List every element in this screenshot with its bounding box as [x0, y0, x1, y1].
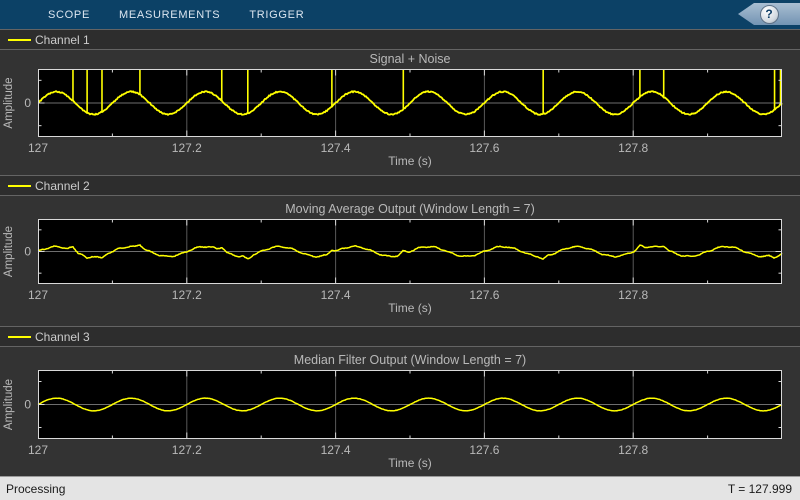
y-axis-label: Amplitude	[3, 379, 15, 430]
x-tick-label: 127.8	[618, 443, 648, 457]
x-tick-label: 127.6	[469, 141, 499, 155]
chart-canvas: Signal + Noise 127 127.2 127.4 127.6 127.8 Tim…	[3, 52, 783, 168]
chart-canvas: Median Filter Output (Window Length = 7)…	[3, 353, 783, 470]
y-axis-label: Amplitude	[3, 226, 15, 277]
tab-scope[interactable]: SCOPE	[48, 8, 91, 21]
legend-line-sample	[8, 184, 31, 187]
legend-channel-3[interactable]: Channel 3	[0, 326, 800, 347]
help-glyph: ?	[765, 7, 773, 21]
plot-median-filter[interactable]: Median Filter Output (Window Length = 7)…	[0, 347, 800, 476]
signal-trace	[37, 397, 783, 412]
plot-title: Moving Average Output (Window Length = 7…	[285, 202, 535, 216]
legend-channel-1[interactable]: Channel 1	[0, 29, 800, 50]
plot-moving-average[interactable]: Moving Average Output (Window Length = 7…	[0, 196, 800, 326]
plot-title: Median Filter Output (Window Length = 7)	[294, 353, 526, 367]
legend-label: Channel 2	[35, 178, 90, 193]
x-tick-label: 127.6	[469, 443, 499, 457]
legend-label: Channel 1	[35, 32, 90, 47]
panel-channel-1: Channel 1 Signal + Noise 127 127.2 127.4 127…	[0, 29, 800, 175]
chart-canvas: Moving Average Output (Window Length = 7…	[3, 202, 783, 315]
legend-line-sample	[8, 335, 31, 338]
legend-channel-2[interactable]: Channel 2	[0, 175, 800, 196]
panel-channel-3: Channel 3 Median Filter Output (Window L…	[0, 326, 800, 476]
tab-measurements[interactable]: MEASUREMENTS	[119, 8, 221, 21]
x-tick-label: 127.2	[172, 141, 202, 155]
legend-label: Channel 3	[35, 329, 90, 344]
toolbar: SCOPE MEASUREMENTS TRIGGER ?	[0, 0, 800, 29]
x-tick-label: 127.4	[321, 141, 351, 155]
legend-line-sample	[8, 38, 31, 41]
signal-trace	[37, 89, 783, 117]
panel-channel-2: Channel 2 Moving Average Output (Window …	[0, 175, 800, 326]
x-tick-label: 127.8	[618, 141, 648, 155]
plot-signal-plus-noise[interactable]: Signal + Noise 127 127.2 127.4 127.6 127.8 Tim…	[0, 50, 800, 175]
status-processing-text: Processing	[6, 481, 66, 496]
x-tick-label: 127	[28, 288, 48, 302]
status-bar: Processing T = 127.999	[0, 476, 800, 500]
help-icon: ?	[759, 4, 779, 24]
x-tick-label: 127.2	[172, 288, 202, 302]
y-tick-label: 0	[24, 245, 31, 259]
plot-title: Signal + Noise	[370, 52, 451, 66]
y-tick-label: 0	[24, 96, 31, 110]
x-tick-label: 127.8	[618, 288, 648, 302]
x-tick-label: 127	[28, 141, 48, 155]
x-axis-label: Time (s)	[388, 154, 432, 168]
x-tick-label: 127.4	[321, 288, 351, 302]
tab-trigger[interactable]: TRIGGER	[249, 8, 305, 21]
help-button[interactable]: ?	[738, 3, 800, 25]
x-axis-label: Time (s)	[388, 456, 432, 470]
x-tick-label: 127.4	[321, 443, 351, 457]
status-time-text: T = 127.999	[727, 481, 792, 496]
y-tick-label: 0	[24, 398, 31, 412]
signal-trace	[37, 243, 783, 260]
x-tick-label: 127.6	[469, 288, 499, 302]
y-axis-label: Amplitude	[3, 77, 15, 128]
x-axis-label: Time (s)	[388, 301, 432, 315]
x-tick-label: 127.2	[172, 443, 202, 457]
x-tick-label: 127	[28, 443, 48, 457]
